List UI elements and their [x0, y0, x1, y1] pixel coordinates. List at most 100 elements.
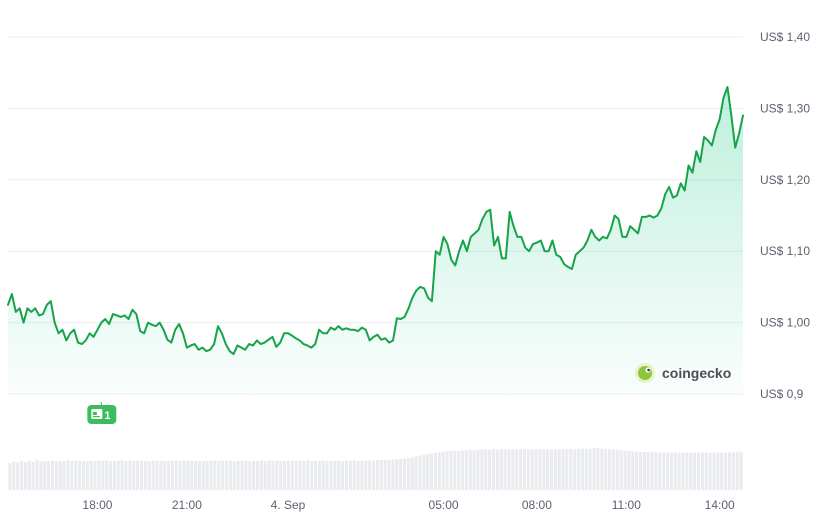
x-tick-label: 21:00 [172, 498, 202, 512]
volume-bar [727, 452, 731, 490]
volume-bar [356, 460, 360, 490]
volume-bar [491, 449, 496, 490]
volume-bar [39, 461, 43, 490]
volume-bar [635, 451, 639, 490]
volume-bar [120, 460, 124, 490]
volume-bar [221, 460, 225, 490]
volume-bar [66, 460, 70, 490]
volume-bar [677, 452, 681, 490]
volume-bar [310, 461, 314, 490]
volume-bar [31, 461, 35, 490]
y-tick-label: US$ 0,9 [760, 387, 804, 401]
volume-bar [549, 449, 554, 490]
volume-bar [468, 449, 472, 490]
volume-bar [306, 460, 310, 490]
volume-bar [232, 461, 236, 490]
volume-bar [89, 460, 93, 490]
volume-bar [97, 460, 101, 490]
volume-bar [298, 460, 302, 490]
volume-bar [592, 448, 596, 490]
volume-bar [182, 460, 186, 490]
volume-bar [54, 461, 58, 490]
volume-bar [631, 451, 635, 490]
volume-bar [228, 460, 232, 490]
volume-bar [151, 460, 155, 490]
price-line [7, 85, 744, 356]
volume-bar [286, 460, 290, 490]
volume-bar [128, 460, 132, 490]
volume-bar [615, 449, 619, 490]
volume-bar [457, 451, 461, 490]
volume-bar [406, 457, 410, 490]
volume-bar [696, 452, 701, 490]
volume-bar [584, 448, 588, 490]
volume-bar [495, 449, 499, 490]
volume-bar [433, 452, 437, 490]
volume-bar [395, 459, 399, 490]
volume-bar [669, 452, 673, 490]
volume-bar [213, 460, 217, 490]
volume-bar [430, 453, 434, 490]
volume-bar [314, 460, 318, 490]
volume-bar [693, 452, 697, 490]
volume-bar [472, 450, 476, 490]
volume-bar [410, 457, 414, 490]
news-count: 1 [104, 410, 110, 422]
volume-bar [337, 460, 341, 490]
volume-bar [139, 461, 143, 490]
volume-bar [372, 460, 376, 490]
volume-bar [178, 461, 182, 490]
volume-bar [503, 449, 507, 490]
volume-bar [445, 451, 449, 490]
volume-bar [712, 452, 716, 490]
volume-bar [507, 449, 511, 490]
news-annotation[interactable]: 1 [87, 402, 117, 424]
x-tick-label: 05:00 [429, 498, 459, 512]
volume-bar [190, 460, 194, 490]
volume-bar [12, 461, 16, 490]
y-tick-label: US$ 1,20 [760, 173, 810, 187]
volume-bar [58, 460, 62, 490]
volume-bar [290, 460, 294, 490]
volume-bar [534, 449, 538, 490]
volume-bar [464, 450, 468, 490]
volume-bar [708, 452, 712, 490]
volume-bar [27, 460, 31, 490]
volume-bar [16, 462, 20, 490]
y-tick-label: US$ 1,30 [760, 101, 810, 115]
volume-bar [244, 460, 248, 490]
volume-bar [561, 448, 565, 490]
volume-bar [143, 460, 147, 490]
volume-bar [344, 460, 349, 490]
volume-bar [724, 452, 728, 490]
volume-bar [8, 463, 12, 490]
volume-bar [426, 454, 430, 490]
volume-bar [85, 461, 89, 490]
news-icon [91, 409, 103, 419]
volume-bar [619, 450, 623, 490]
volume-bar [155, 460, 159, 490]
volume-bar [681, 452, 685, 490]
volume-bar [302, 460, 306, 490]
volume-bar [333, 460, 337, 490]
volume-bar [735, 451, 739, 490]
volume-bar [275, 460, 279, 490]
volume-bar [654, 452, 658, 490]
volume-bar [720, 452, 724, 490]
volume-bar [716, 452, 720, 490]
volume-bar [557, 449, 561, 490]
price-area-fill [8, 86, 743, 394]
volume-bar [70, 460, 74, 490]
volume-bar [379, 460, 383, 490]
volume-bar [194, 461, 198, 490]
volume-bar [646, 452, 650, 490]
volume-bar [259, 460, 263, 490]
volume-bar [522, 448, 526, 490]
volume-bar [159, 460, 163, 490]
volume-bar [93, 461, 97, 490]
volume-bar [577, 448, 581, 490]
volume-bar [112, 460, 116, 490]
volume-bar [225, 460, 229, 490]
volume-bar [569, 448, 573, 490]
volume-bar [565, 449, 569, 490]
